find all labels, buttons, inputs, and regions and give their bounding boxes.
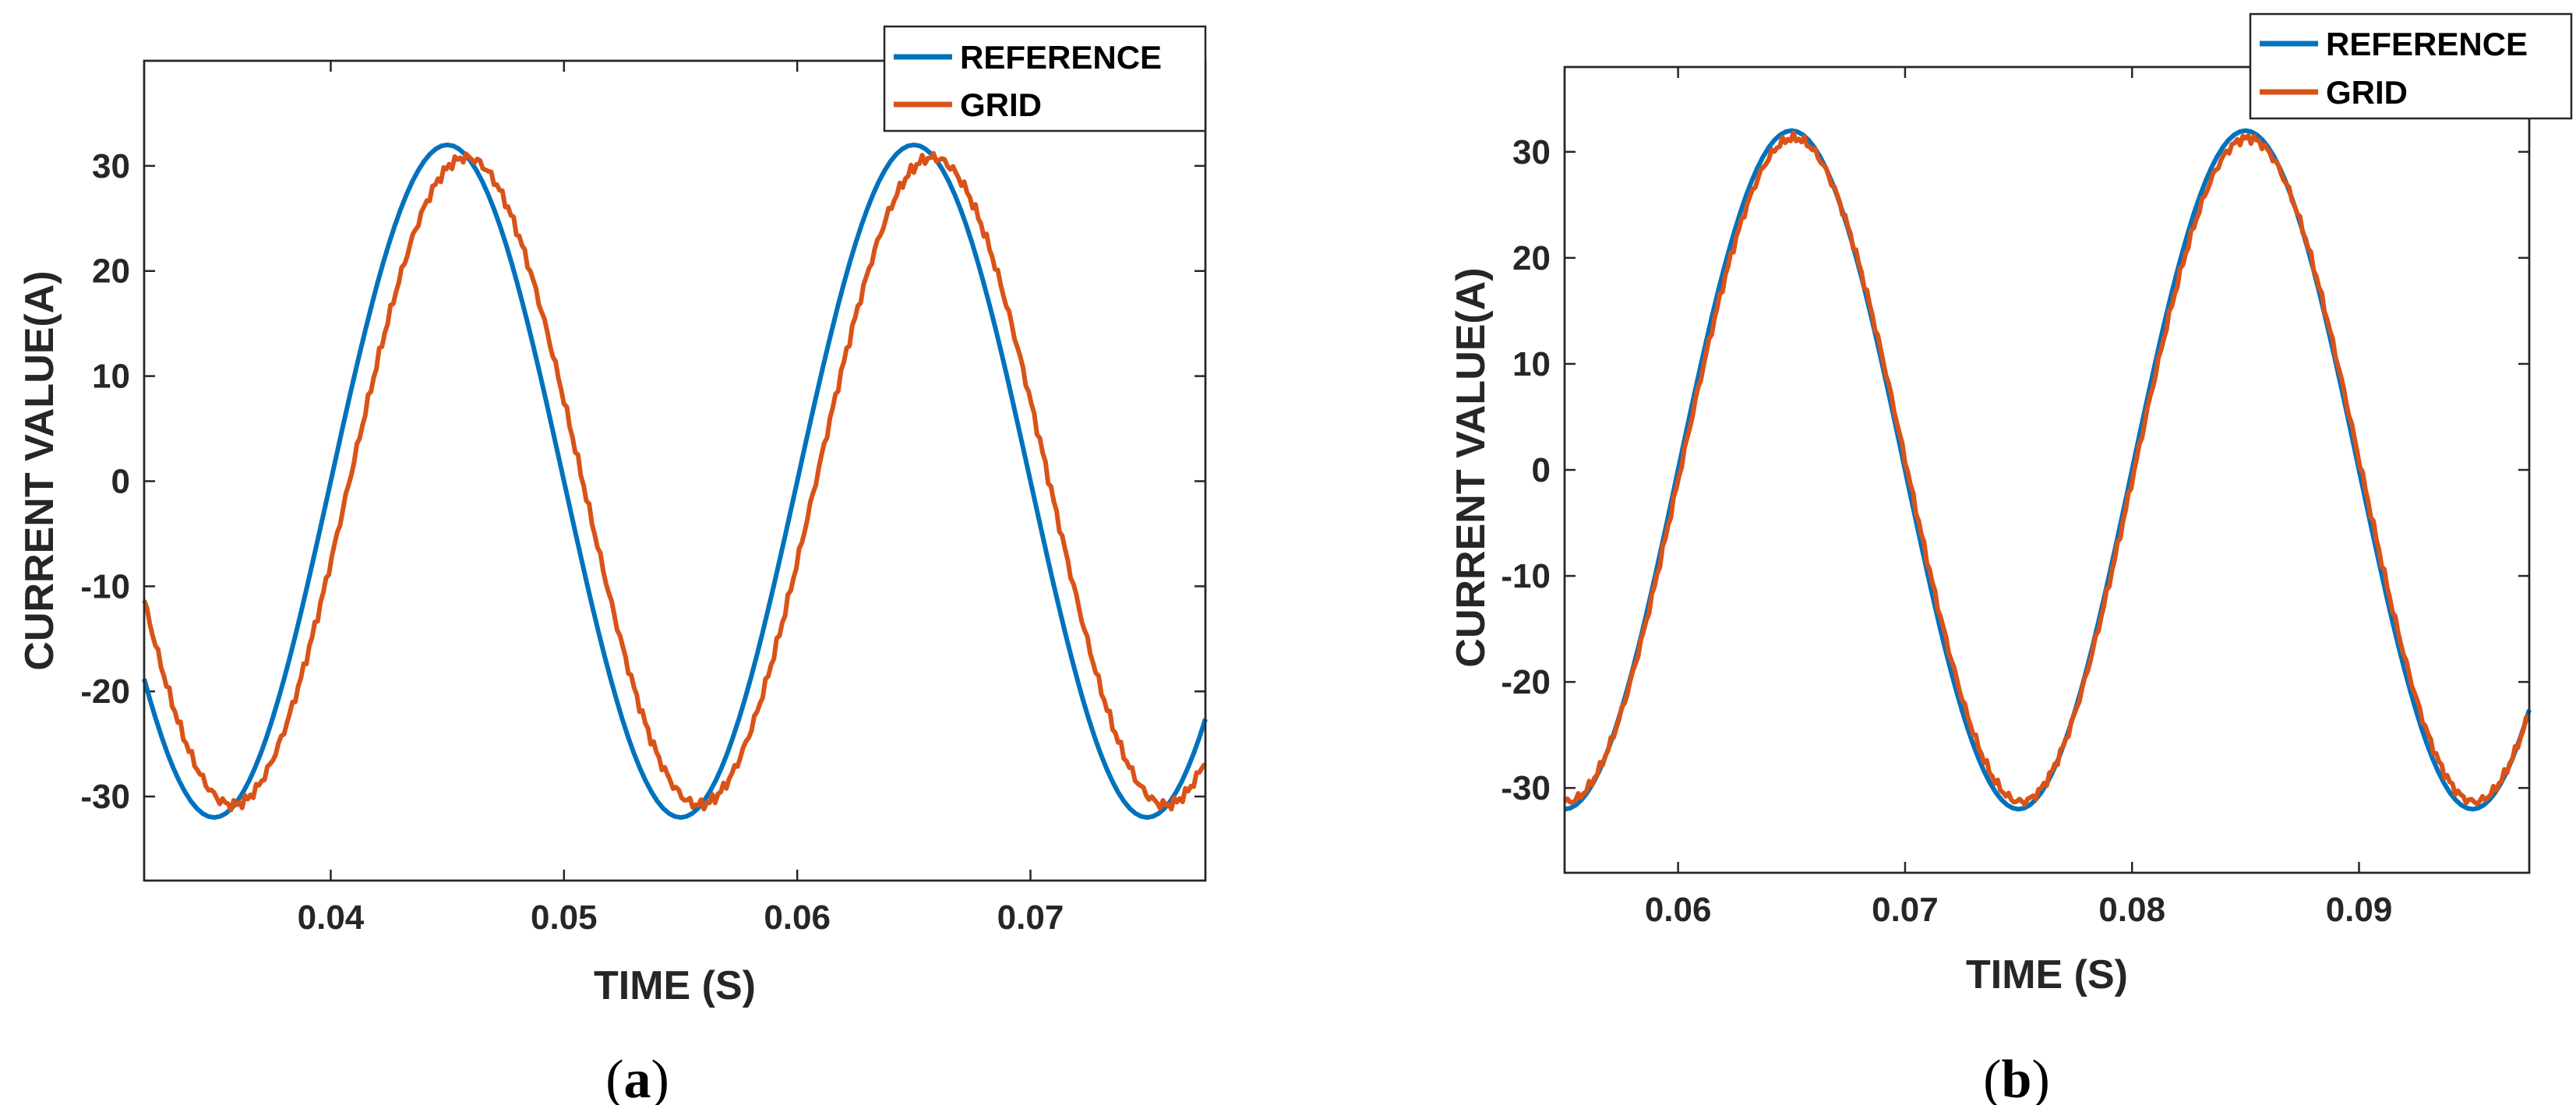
y-tick-label: 0 — [1532, 451, 1551, 489]
x-axis-label-b: TIME (S) — [1966, 952, 2128, 997]
series-group-a — [142, 142, 1208, 821]
legend-label-grid-a: GRID — [960, 86, 1042, 123]
y-tick-label: -30 — [80, 778, 130, 816]
legend-b: REFERENCE GRID — [2249, 12, 2573, 120]
x-tick-label: 0.09 — [2326, 891, 2393, 929]
x-tick-label: 0.07 — [997, 898, 1064, 937]
y-axis-label-a: CURRENT VALUE(A) — [17, 270, 62, 670]
y-tick-label: -30 — [1501, 769, 1551, 807]
x-tick-labels-a: 0.04 0.05 0.06 0.07 — [298, 898, 1064, 937]
y-tick-label: 20 — [1512, 239, 1551, 277]
x-tick-label: 0.08 — [2098, 891, 2165, 929]
x-tick-label: 0.07 — [1872, 891, 1939, 929]
x-axis-label-a: TIME (S) — [594, 963, 756, 1008]
axes-box-b — [1563, 65, 2531, 874]
y-tick-label: 0 — [111, 462, 130, 500]
y-tick-label: -10 — [80, 567, 130, 605]
x-tick-labels-b: 0.06 0.07 0.08 0.09 — [1645, 891, 2393, 929]
legend-label-reference-a: REFERENCE — [960, 39, 1162, 76]
y-tick-label: -20 — [1501, 663, 1551, 701]
chart-panel-b: 0.06 0.07 0.08 0.09 -30 -20 -10 0 10 20 30 TIME (… — [1449, 12, 2573, 1105]
y-tick-label: 10 — [92, 358, 130, 396]
legend-a: REFERENCE GRID — [883, 25, 1207, 132]
x-tick-label: 0.04 — [298, 898, 365, 937]
panel-label-letter-b: b — [2002, 1050, 2032, 1105]
y-tick-labels-b: -30 -20 -10 0 10 20 30 — [1501, 133, 1551, 807]
reference-line-a — [142, 142, 1208, 821]
legend-box-a — [883, 25, 1207, 132]
panel-label-b: (b) — [1983, 1050, 2050, 1105]
grid-line-b — [1562, 130, 2530, 807]
y-tick-label: 30 — [92, 147, 130, 185]
grid-line-a — [142, 150, 1207, 813]
x-tick-label: 0.06 — [764, 898, 831, 937]
y-tick-label: 20 — [92, 252, 130, 291]
y-tick-labels-a: -30 -20 -10 0 10 20 30 — [80, 147, 130, 816]
y-tick-label: -20 — [80, 673, 130, 711]
tick-marks-a — [144, 61, 1205, 881]
chart-panel-a: 0.04 0.05 0.06 0.07 -30 -20 -10 0 10 20 30 TIME (… — [17, 25, 1208, 1105]
panel-label-letter-a: a — [624, 1050, 651, 1105]
tick-marks-b — [1565, 67, 2529, 873]
legend-label-reference-b: REFERENCE — [2326, 26, 2528, 62]
y-axis-label-b: CURRENT VALUE(A) — [1449, 267, 1494, 667]
x-tick-label: 0.05 — [531, 898, 598, 937]
series-group-b — [1562, 128, 2532, 812]
x-tick-label: 0.06 — [1645, 891, 1712, 929]
y-tick-label: 30 — [1512, 133, 1551, 171]
legend-label-grid-b: GRID — [2326, 74, 2408, 111]
y-tick-label: 10 — [1512, 345, 1551, 383]
y-tick-label: -10 — [1501, 557, 1551, 595]
axes-frame-a — [143, 59, 1207, 882]
panel-label-a: (a) — [605, 1050, 669, 1105]
legend-box-b — [2249, 12, 2573, 120]
axes-frame-b — [1563, 65, 2531, 874]
